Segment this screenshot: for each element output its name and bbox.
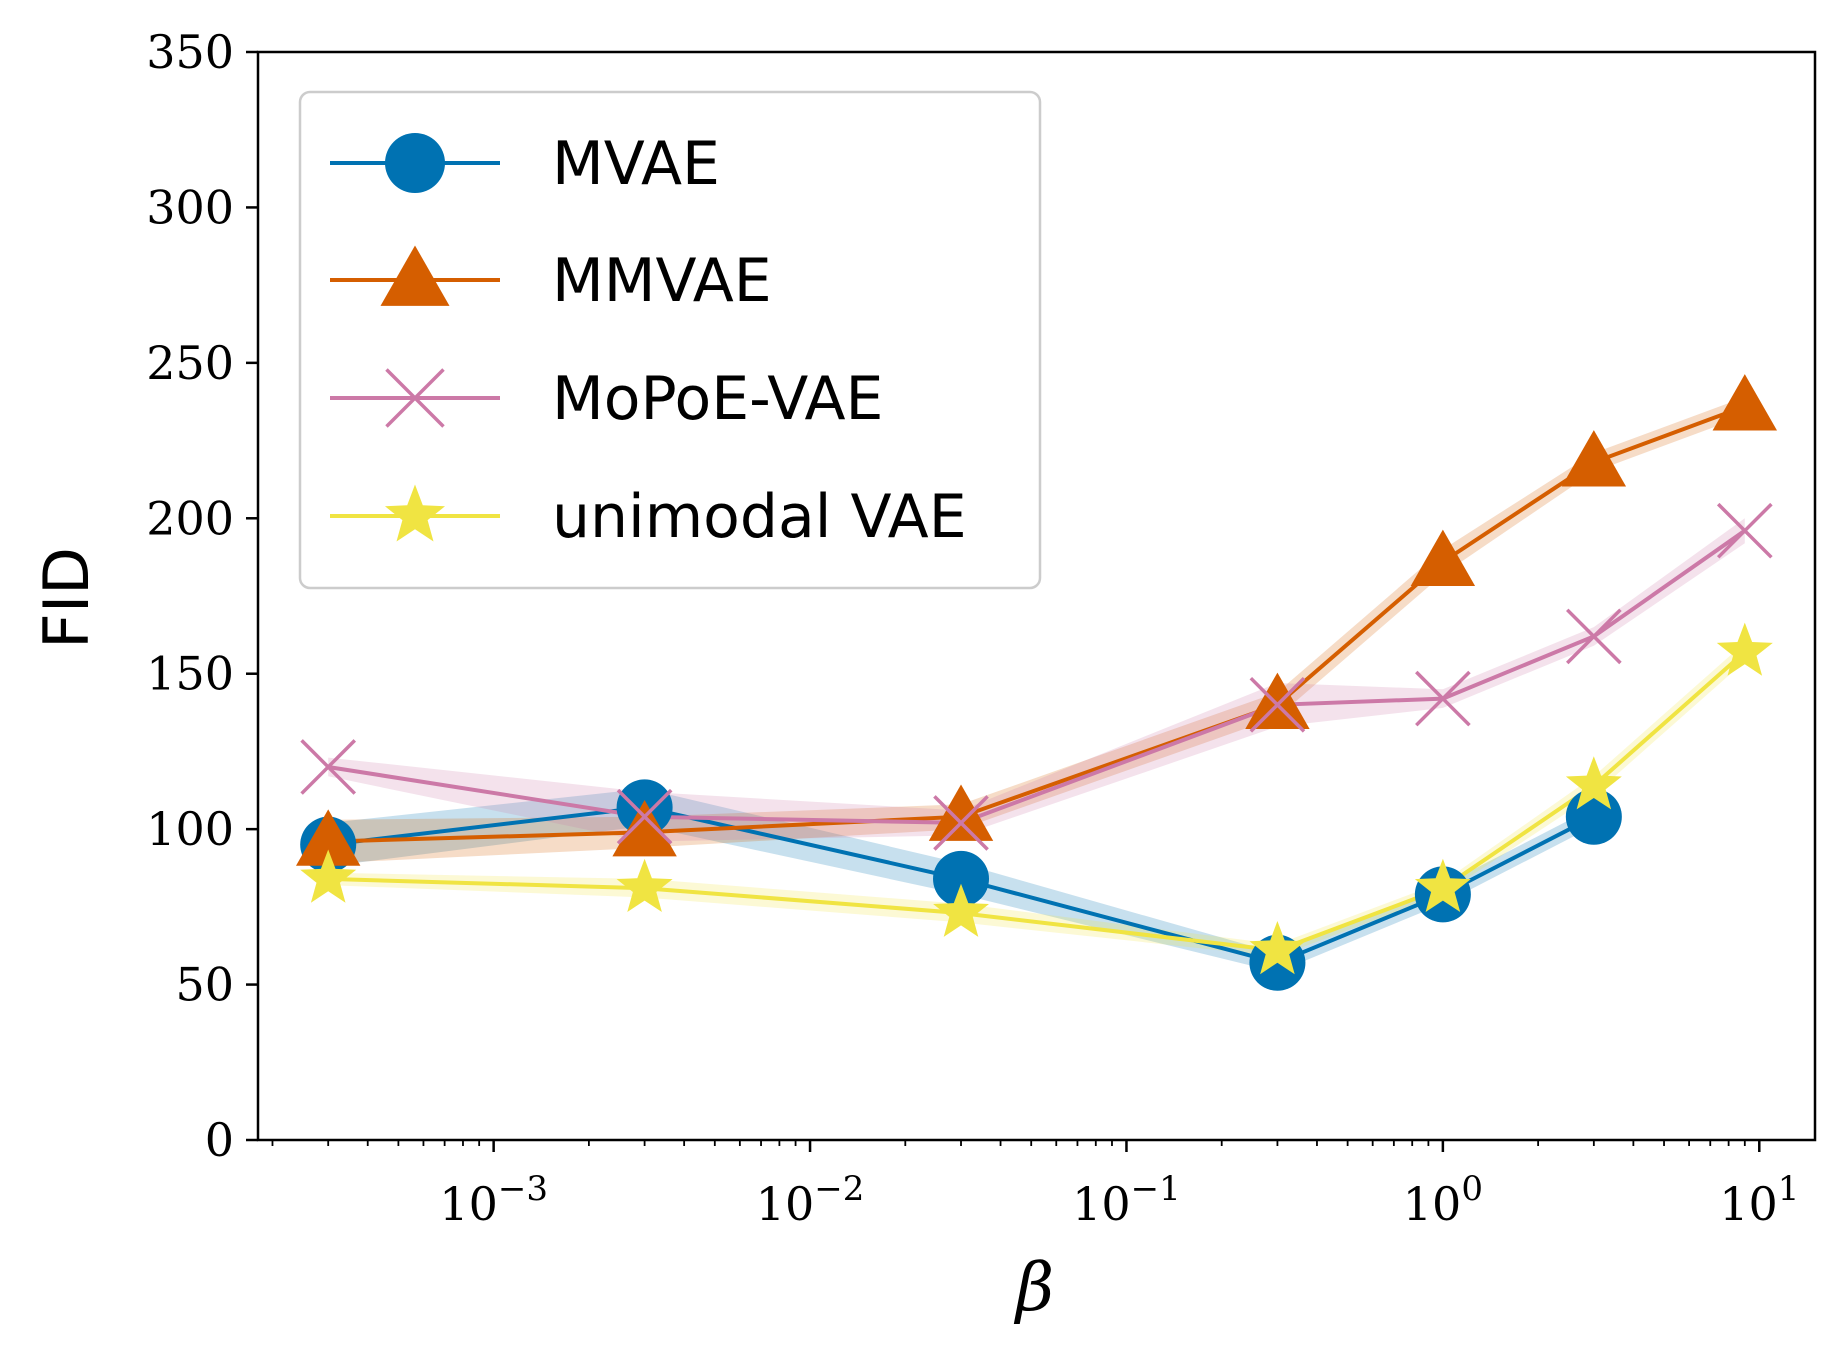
y-tick-label: 50 (175, 958, 234, 1012)
mopoe-vae-point (300, 739, 357, 795)
y-tick-label: 350 (146, 25, 234, 79)
legend-mopoe-vae-label: MoPoE-VAE (552, 364, 883, 434)
mmvae-point (1712, 374, 1778, 431)
x-tick-label: 10−3 (439, 1169, 548, 1231)
mopoe-vae-point (933, 795, 989, 851)
unimodal-vae-point (300, 849, 357, 903)
mmvae-point (612, 800, 677, 857)
legend-unimodal-vae-marker (385, 484, 445, 542)
y-tick-label: 0 (205, 1113, 234, 1167)
unimodal-vae-point (1716, 622, 1773, 676)
y-tick-label: 300 (146, 180, 234, 234)
legend-unimodal-vae-label: unimodal VAE (552, 482, 967, 552)
mmvae-point (295, 809, 361, 866)
mmvae-point (1245, 672, 1310, 729)
x-axis: 10−3 10−2 10−1 100 101 (271, 1140, 1799, 1231)
plot-frame (256, 50, 1817, 1142)
mmvae-point (1410, 529, 1476, 586)
series-markers (295, 374, 1778, 991)
unimodal-vae-point (1565, 756, 1622, 810)
x-axis-label: β (1013, 1249, 1054, 1326)
mvae-point (933, 850, 990, 907)
mmvae-point (928, 784, 994, 841)
legend-box (298, 90, 1042, 590)
unimodal-vae-point (616, 858, 673, 912)
y-axis-label: FID (30, 547, 103, 649)
mopoe-vae-point (1415, 670, 1471, 727)
mvae-line (327, 805, 1595, 965)
unimodal-vae-point (1414, 858, 1471, 912)
x-tick-label: 10−1 (1072, 1169, 1181, 1231)
y-tick-label: 150 (146, 647, 234, 701)
legend-mmvae-marker (380, 245, 450, 306)
legend-mopoe-vae-marker (385, 368, 445, 428)
legend: MVAE MMVAE MoPoE-VAE unimodal VAE (298, 90, 1042, 590)
legend-mvae-label: MVAE (552, 129, 720, 199)
legend-mvae-marker (385, 133, 445, 193)
x-tick-label: 101 (1719, 1169, 1799, 1231)
mopoe-vae-point (1716, 502, 1773, 559)
y-tick-label: 100 (146, 802, 234, 856)
y-axis: 0 50 100 150 200 250 300 350 (146, 25, 258, 1167)
legend-mmvae-label: MMVAE (552, 246, 772, 316)
mmvae-point (1561, 430, 1627, 487)
x-tick-label: 100 (1403, 1169, 1483, 1231)
mopoe-vae-point (1249, 676, 1306, 733)
mopoe-vae-point (1566, 608, 1622, 665)
mopoe-vae-point (616, 788, 673, 845)
y-tick-label: 200 (146, 491, 234, 545)
y-tick-label: 250 (146, 336, 234, 390)
unimodal-vae-point (933, 883, 989, 937)
unimodal-vae-point (1249, 921, 1306, 975)
x-tick-label: 10−2 (756, 1169, 865, 1231)
